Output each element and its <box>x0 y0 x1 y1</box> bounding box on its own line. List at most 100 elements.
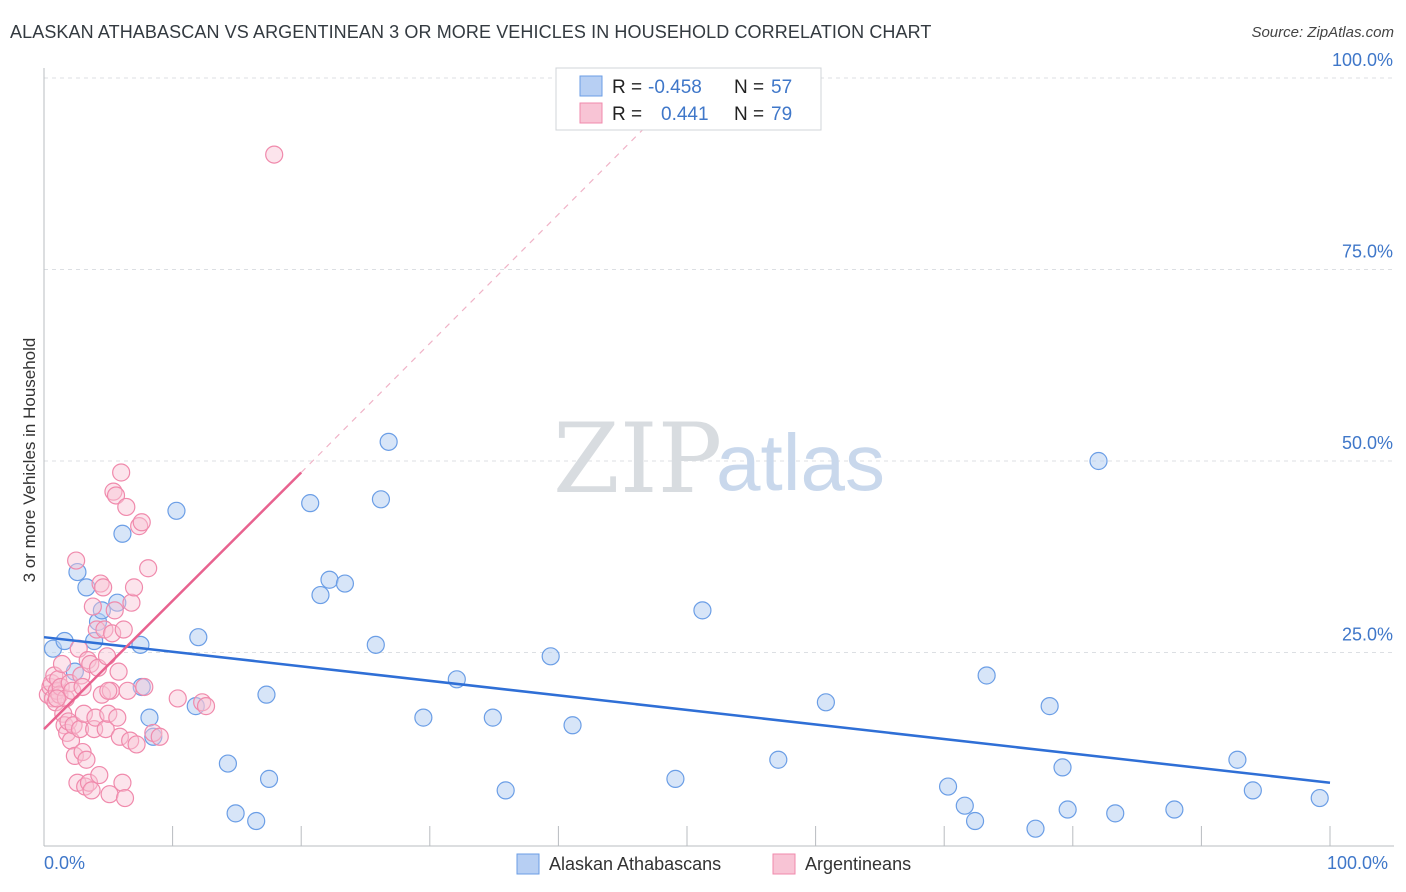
argentinean-point <box>150 727 169 746</box>
x-tick-label-min: 0.0% <box>44 853 85 873</box>
argentinean-point <box>118 681 137 700</box>
argentinean-point <box>105 601 124 620</box>
bottom-legend-swatch-blue <box>516 853 540 875</box>
argentinean-point <box>103 624 122 643</box>
alaskan-athabascan-point <box>189 628 208 647</box>
y-tick-labels: 25.0% 50.0% 75.0% 100.0% <box>1332 50 1393 645</box>
argentinean-point <box>168 689 187 708</box>
alaskan-athabascan-point <box>483 708 502 727</box>
alaskan-athabascan-point <box>371 490 391 509</box>
argentinean-point <box>122 593 141 612</box>
argentinean-point <box>100 785 119 804</box>
alaskan-athabascan-point <box>816 693 835 712</box>
argentinean-point <box>132 513 151 532</box>
alaskan-athabascan-trend-line <box>43 635 1331 784</box>
trend-lines <box>43 123 1331 784</box>
alaskan-athabascan-point <box>92 601 111 620</box>
argentinean-point <box>108 708 127 727</box>
alaskan-athabascan-point <box>301 494 320 513</box>
argentinean-point <box>114 620 133 639</box>
argentinean-point <box>109 662 128 681</box>
x-tick-label-max: 100.0% <box>1327 853 1388 873</box>
alaskan-athabascan-point <box>366 635 385 654</box>
alaskan-athabascan-point <box>247 811 266 831</box>
grid-lines <box>44 77 1394 653</box>
alaskan-athabascan-point <box>1053 758 1072 777</box>
argentinean-point <box>196 697 216 716</box>
alaskan-athabascan-point <box>666 769 685 788</box>
alaskan-athabascan-point <box>496 781 515 800</box>
alaskan-athabascan-point <box>113 524 132 543</box>
argentinean-point <box>99 704 118 723</box>
alaskan-athabascan-point <box>965 811 985 831</box>
y-tick-label-75: 75.0% <box>1342 242 1393 262</box>
alaskan-athabascan-point <box>1106 804 1125 823</box>
bottom-legend: Alaskan Athabascans Argentineans <box>516 853 911 875</box>
argentinean-point <box>51 677 70 697</box>
alaskan-athabascan-point <box>226 804 245 823</box>
argentineans-points <box>38 145 284 808</box>
argentinean-point <box>73 677 92 697</box>
alaskan-athabascan-point <box>1243 781 1262 800</box>
alaskan-athabascan-point <box>563 716 582 735</box>
legend-r-value-blue: -0.458 <box>648 77 702 98</box>
bottom-legend-swatch-pink <box>772 853 796 875</box>
argentinean-point <box>52 654 72 674</box>
alaskan-athabascan-point <box>218 754 237 773</box>
legend-n-value-pink: 79 <box>771 104 792 125</box>
argentinean-point <box>47 689 66 708</box>
argentinean-point <box>135 677 154 697</box>
argentinean-point <box>97 647 117 666</box>
axes <box>43 68 1394 847</box>
legend-n-value-blue: 57 <box>771 77 792 98</box>
alaskan-athabascan-point <box>311 585 330 605</box>
alaskan-athabascan-point <box>541 647 560 666</box>
legend-n-label-pink: N = <box>734 104 764 125</box>
argentinean-point <box>67 551 86 570</box>
alaskan-athabascan-point <box>167 501 186 520</box>
watermark-atlas: atlas <box>716 418 885 507</box>
alaskan-athabascan-point <box>1089 451 1108 471</box>
argentinean-trend-line <box>43 471 303 730</box>
alaskan-athabascan-point <box>1040 697 1059 716</box>
chart-title: ALASKAN ATHABASCAN VS ARGENTINEAN 3 OR M… <box>10 22 932 42</box>
legend-swatch-blue <box>579 75 603 97</box>
alaskan-athabascan-point <box>257 685 276 704</box>
y-tick-label-100: 100.0% <box>1332 50 1393 70</box>
legend-r-label-pink: R = <box>612 104 642 125</box>
alaskan-athabascan-point <box>335 574 355 593</box>
legend-n-label-blue: N = <box>734 77 764 98</box>
argentinean-trend-extension <box>300 123 649 473</box>
argentinean-point <box>112 463 131 482</box>
argentinean-point <box>139 559 158 578</box>
argentinean-point <box>96 719 115 739</box>
alaskan-athabascan-point <box>1310 788 1329 808</box>
argentinean-point <box>99 681 118 700</box>
watermark-zip: ZIP <box>553 403 722 515</box>
argentinean-point <box>83 597 102 616</box>
argentinean-point <box>94 578 113 597</box>
alaskan-athabascan-point <box>693 601 712 620</box>
alaskan-athabascan-point <box>938 777 958 796</box>
alaskan-athabascan-point <box>320 570 339 589</box>
argentinean-point <box>127 735 146 754</box>
alaskan-athabascan-point <box>955 796 974 815</box>
alaskan-athabascan-point <box>977 666 996 685</box>
bottom-legend-label-blue: Alaskan Athabascans <box>549 854 721 874</box>
watermark: ZIP atlas <box>553 403 885 515</box>
argentinean-point <box>265 145 284 164</box>
alaskan-athabascan-point <box>68 562 87 582</box>
argentinean-point <box>77 750 96 769</box>
argentinean-point <box>74 704 93 723</box>
y-tick-label-25: 25.0% <box>1342 625 1393 645</box>
alaskan-athabascan-point <box>1228 750 1247 769</box>
alaskan-athabascan-point <box>769 750 788 769</box>
alaskan-athabascan-point <box>140 708 159 727</box>
argentinean-point <box>87 620 106 639</box>
bottom-legend-label-pink: Argentineans <box>805 854 911 874</box>
alaskan-athabascan-point <box>144 727 163 746</box>
legend-swatch-pink <box>579 102 603 124</box>
alaskan-athabascans-points <box>43 432 1329 838</box>
argentinean-point <box>113 773 132 792</box>
